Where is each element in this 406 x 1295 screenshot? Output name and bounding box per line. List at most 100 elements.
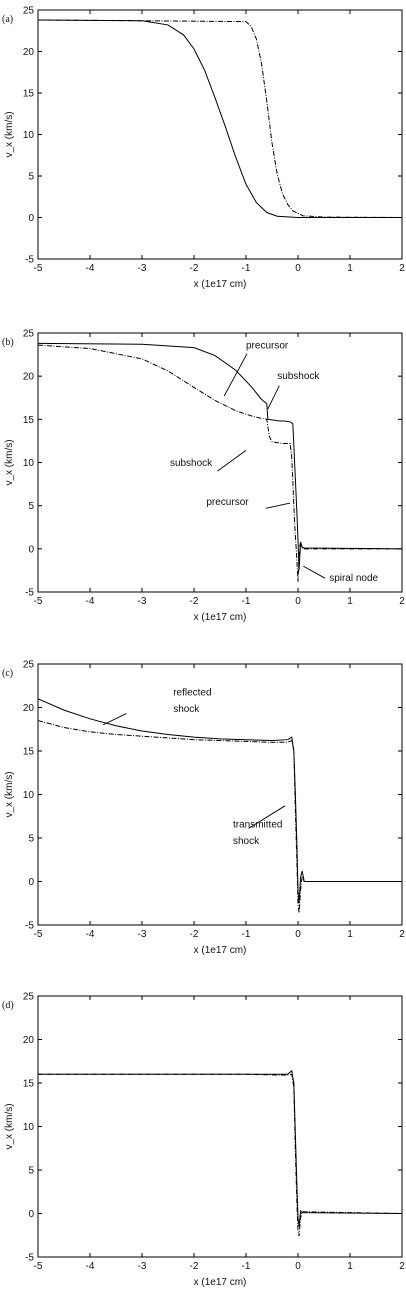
x-tick-label: 2	[399, 929, 405, 940]
x-tick-label: 1	[347, 1261, 353, 1272]
y-tick-label: 5	[28, 1166, 34, 1177]
x-tick-label: -4	[86, 929, 95, 940]
annotation-label: shock	[233, 836, 260, 847]
y-tick-label: 15	[23, 1079, 35, 1090]
series-line-solid	[37, 342, 403, 571]
chart-panel-3: -5 -4 -3 -2 -1 0 1 2 -5 0 5 10 15 20 25 x (1e17 cm) v_x …	[2, 660, 405, 957]
panel-label: (d)	[2, 1000, 14, 1011]
annotation-label: precursor	[206, 497, 249, 508]
y-tick-label: 10	[23, 1122, 35, 1133]
annotation-label: spiral node	[329, 573, 378, 584]
y-tick-label: 10	[23, 130, 35, 141]
y-tick-label: 20	[23, 1035, 35, 1046]
y-tick-label: 25	[23, 660, 35, 671]
x-tick-label: -3	[138, 596, 147, 607]
x-tick-label: -2	[190, 263, 199, 274]
y-tick-label: -5	[25, 588, 34, 599]
y-tick-label: 15	[23, 747, 35, 758]
x-tick-label: -1	[242, 929, 251, 940]
annotation-label: precursor	[246, 341, 289, 352]
x-tick-label: -1	[242, 1261, 251, 1272]
annotation-label: reflected	[173, 687, 211, 698]
y-axis-label: v_x (km/s)	[4, 771, 15, 817]
x-tick-label: -1	[242, 596, 251, 607]
x-tick-label: -2	[190, 596, 199, 607]
y-tick-label: 15	[23, 415, 35, 426]
x-tick-label: -5	[34, 1261, 43, 1272]
x-tick-label: 0	[295, 263, 301, 274]
panel-label: (b)	[2, 337, 14, 348]
y-tick-label: 20	[23, 703, 35, 714]
y-tick-label: 25	[23, 992, 35, 1003]
chart-panel-4: -5 -4 -3 -2 -1 0 1 2 -5 0 5 10 15 20 25 x (1e17 cm) v_x …	[2, 992, 405, 1289]
x-axis-label: x (1e17 cm)	[194, 945, 247, 956]
x-axis-label: x (1e17 cm)	[194, 612, 247, 623]
panel-label: (a)	[2, 14, 13, 25]
plot-frame	[37, 995, 403, 1258]
annotation-leader	[265, 502, 291, 509]
y-tick-label: -5	[25, 255, 34, 266]
annotation-label: subshock	[170, 458, 213, 469]
x-tick-label: 2	[399, 263, 405, 274]
x-tick-label: -5	[34, 929, 43, 940]
x-tick-label: -4	[86, 1261, 95, 1272]
plot-frame	[37, 663, 403, 926]
x-tick-label: 1	[347, 929, 353, 940]
x-tick-label: -1	[242, 263, 251, 274]
y-tick-label: 25	[23, 6, 35, 17]
x-tick-label: -4	[86, 596, 95, 607]
annotation-leader	[267, 385, 280, 410]
x-tick-label: -3	[138, 1261, 147, 1272]
annotation-leader	[302, 565, 326, 579]
y-tick-label: -5	[25, 921, 34, 932]
x-axis-label: x (1e17 cm)	[194, 279, 247, 290]
y-tick-label: 5	[28, 501, 34, 512]
x-tick-label: -4	[86, 263, 95, 274]
x-tick-label: 1	[347, 263, 353, 274]
y-tick-label: 10	[23, 790, 35, 801]
plot-frame	[37, 332, 403, 593]
y-axis-label: v_x (km/s)	[4, 1103, 15, 1149]
y-tick-label: -5	[25, 1253, 34, 1264]
annotation-label: subshock	[277, 371, 320, 382]
x-tick-label: 1	[347, 596, 353, 607]
series-line-dashed	[37, 344, 402, 582]
x-axis-label: x (1e17 cm)	[194, 1277, 247, 1288]
y-tick-label: 0	[28, 877, 34, 888]
annotation-leader	[217, 450, 247, 472]
x-tick-label: -2	[190, 1261, 199, 1272]
series-line-dashed	[37, 720, 402, 913]
x-tick-label: 2	[399, 596, 405, 607]
chart-panel-2: -5 -4 -3 -2 -1 0 1 2 -5 0 5 10 15 20 25 x (1e17 cm) v_x …	[2, 329, 405, 624]
y-tick-label: 25	[23, 329, 35, 340]
y-tick-label: 0	[28, 544, 34, 555]
series-line-dashed	[37, 19, 403, 218]
series-line-solid	[38, 1069, 403, 1227]
series-line-solid	[37, 698, 402, 904]
y-tick-label: 5	[28, 834, 34, 845]
y-tick-label: 5	[28, 172, 34, 183]
x-tick-label: -2	[190, 929, 199, 940]
y-axis-label: v_x (km/s)	[4, 439, 15, 485]
x-tick-label: 2	[399, 1261, 405, 1272]
annotation-leader	[102, 713, 127, 726]
x-tick-label: 0	[295, 1261, 301, 1272]
annotation-leader	[248, 805, 286, 829]
chart-panel-1: -5 -4 -3 -2 -1 0 1 2 -5 0 5 10 15 20 25 x (1e17 cm) v_x …	[2, 6, 405, 291]
x-tick-label: 0	[295, 929, 301, 940]
y-tick-label: 0	[28, 1209, 34, 1220]
x-tick-label: -5	[34, 263, 43, 274]
plot-frame	[37, 9, 403, 260]
panel-label: (c)	[2, 668, 13, 679]
series-line-solid	[37, 19, 402, 218]
x-tick-label: -5	[34, 596, 43, 607]
y-tick-label: 20	[23, 372, 35, 383]
y-tick-label: 15	[23, 89, 35, 100]
x-tick-label: 0	[295, 596, 301, 607]
series-line-dashed	[38, 1073, 403, 1237]
y-tick-label: 20	[23, 47, 35, 58]
annotation-leader	[223, 353, 248, 397]
y-axis-label: v_x (km/s)	[4, 111, 15, 157]
x-tick-label: -3	[138, 929, 147, 940]
